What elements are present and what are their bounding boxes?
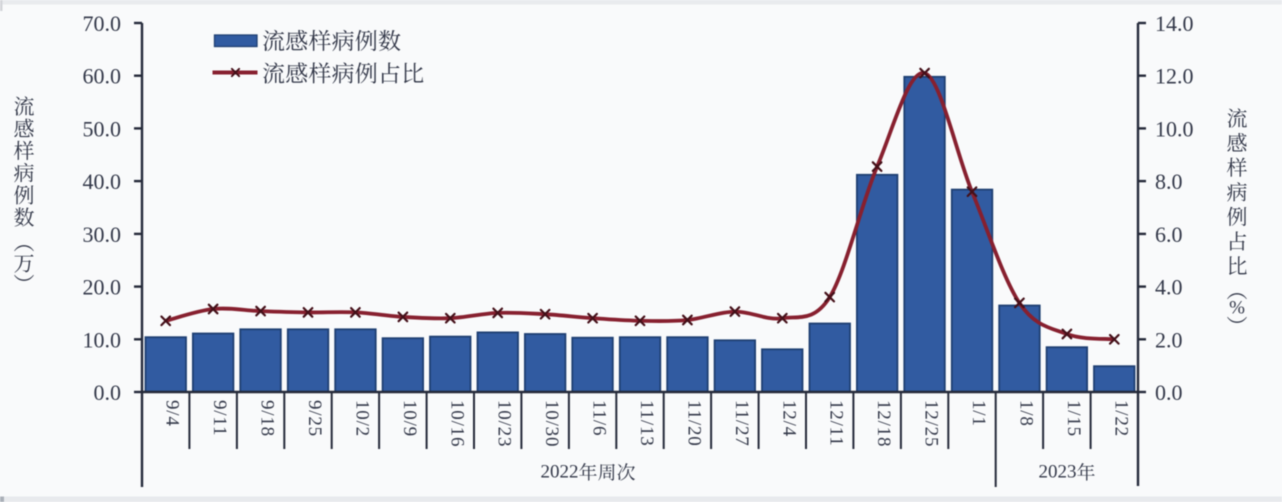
svg-text:11/27: 11/27 bbox=[731, 400, 752, 447]
svg-text:10/2: 10/2 bbox=[351, 400, 372, 437]
svg-text:0.0: 0.0 bbox=[1155, 380, 1183, 405]
svg-text:12/4: 12/4 bbox=[778, 400, 799, 437]
svg-text:9/18: 9/18 bbox=[257, 400, 278, 437]
svg-text:10/16: 10/16 bbox=[446, 400, 467, 447]
svg-text:12/11: 12/11 bbox=[826, 400, 847, 447]
svg-text:12/25: 12/25 bbox=[921, 400, 942, 447]
svg-text:10/30: 10/30 bbox=[541, 400, 562, 447]
svg-text:9/4: 9/4 bbox=[162, 400, 183, 427]
svg-text:2022: 2022 bbox=[541, 462, 579, 483]
svg-text:1/8: 1/8 bbox=[1015, 400, 1036, 427]
svg-text:1/22: 1/22 bbox=[1110, 400, 1131, 437]
svg-text:70.0: 70.0 bbox=[83, 11, 122, 36]
svg-text:30.0: 30.0 bbox=[83, 222, 122, 247]
svg-text:9/11: 9/11 bbox=[209, 400, 230, 436]
svg-text:12.0: 12.0 bbox=[1155, 64, 1194, 89]
svg-text:2.0: 2.0 bbox=[1155, 327, 1183, 352]
svg-text:8.0: 8.0 bbox=[1155, 169, 1183, 194]
svg-text:20.0: 20.0 bbox=[83, 275, 122, 300]
svg-text:4.0: 4.0 bbox=[1155, 275, 1183, 300]
svg-text:2023: 2023 bbox=[1039, 462, 1077, 483]
svg-text:1/15: 1/15 bbox=[1063, 400, 1084, 437]
svg-text:11/13: 11/13 bbox=[636, 400, 657, 447]
svg-text:1/1: 1/1 bbox=[968, 400, 989, 427]
svg-text:%: % bbox=[1229, 298, 1245, 319]
svg-text:10.0: 10.0 bbox=[1155, 116, 1194, 141]
svg-text:50.0: 50.0 bbox=[83, 116, 122, 141]
svg-text:12/18: 12/18 bbox=[873, 400, 894, 447]
svg-text:40.0: 40.0 bbox=[83, 169, 122, 194]
svg-text:6.0: 6.0 bbox=[1155, 222, 1183, 247]
svg-text:9/25: 9/25 bbox=[304, 400, 325, 437]
svg-text:10/23: 10/23 bbox=[494, 400, 515, 447]
svg-text:10.0: 10.0 bbox=[83, 327, 122, 352]
svg-text:14.0: 14.0 bbox=[1155, 11, 1194, 36]
svg-text:10/9: 10/9 bbox=[399, 400, 420, 437]
svg-text:0.0: 0.0 bbox=[94, 380, 122, 405]
svg-text:11/20: 11/20 bbox=[683, 400, 704, 447]
svg-text:60.0: 60.0 bbox=[83, 64, 122, 89]
svg-text:11/6: 11/6 bbox=[589, 400, 610, 436]
